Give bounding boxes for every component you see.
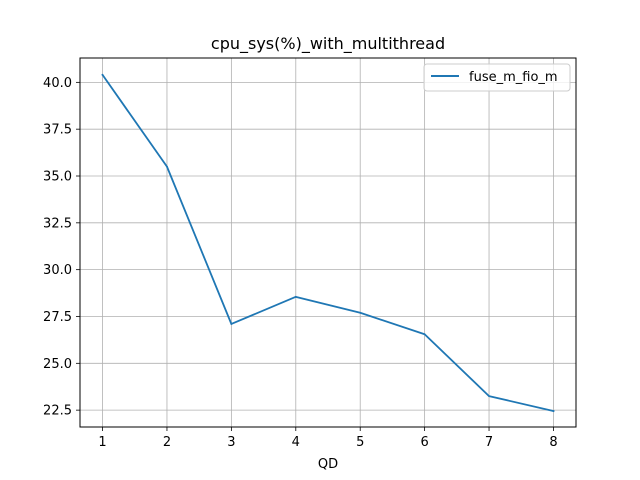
- x-tick-label-7: 7: [485, 435, 493, 450]
- y-tick-label-6: 35.0: [43, 170, 72, 185]
- data-point-3: [230, 323, 233, 325]
- y-tick-label-4: 30.0: [43, 263, 72, 278]
- y-tick-label-2: 25.0: [43, 357, 72, 372]
- data-point-4: [294, 295, 297, 298]
- x-tick-label-3: 3: [227, 435, 235, 450]
- series-line-1: [101, 73, 555, 413]
- data-point-2: [166, 165, 168, 168]
- data-point-5: [359, 311, 362, 314]
- axes: [76, 57, 577, 431]
- y-tick-label-8: 40.0: [43, 76, 72, 91]
- y-tick-label-5: 32.5: [43, 216, 72, 231]
- x-tick-label-6: 6: [420, 435, 428, 450]
- plot-frame: [79, 57, 577, 428]
- x-tick-label-5: 5: [356, 435, 364, 450]
- x-tick-label-8: 8: [549, 435, 557, 450]
- x-axis-label: QD: [318, 457, 338, 472]
- tick-labels: 1 2 3 4 5 6 7 8 22.5 25.0 27.5 30.0 32.5 35.0 37.5 40.0: [43, 76, 558, 450]
- y-tick-label-3: 27.5: [43, 310, 72, 325]
- grid-lines: [80, 58, 576, 427]
- data-point-1: [101, 73, 104, 76]
- legend-label-fuse-m-fio-m: fuse_m_fio_m: [469, 70, 558, 85]
- y-tick-label-7: 37.5: [43, 123, 72, 138]
- chart-title: cpu_sys(%)_with_multithread: [211, 34, 445, 54]
- x-tick-label-1: 1: [98, 435, 106, 450]
- data-series: [101, 73, 555, 413]
- x-tick-label-4: 4: [292, 435, 300, 450]
- data-point-6: [423, 333, 426, 336]
- legend: fuse_m_fio_m: [423, 63, 571, 92]
- data-point-8: [552, 410, 555, 412]
- data-point-7: [488, 395, 490, 397]
- legend-box: [423, 63, 571, 92]
- x-tick-label-2: 2: [163, 435, 171, 450]
- y-tick-label-1: 22.5: [43, 404, 72, 419]
